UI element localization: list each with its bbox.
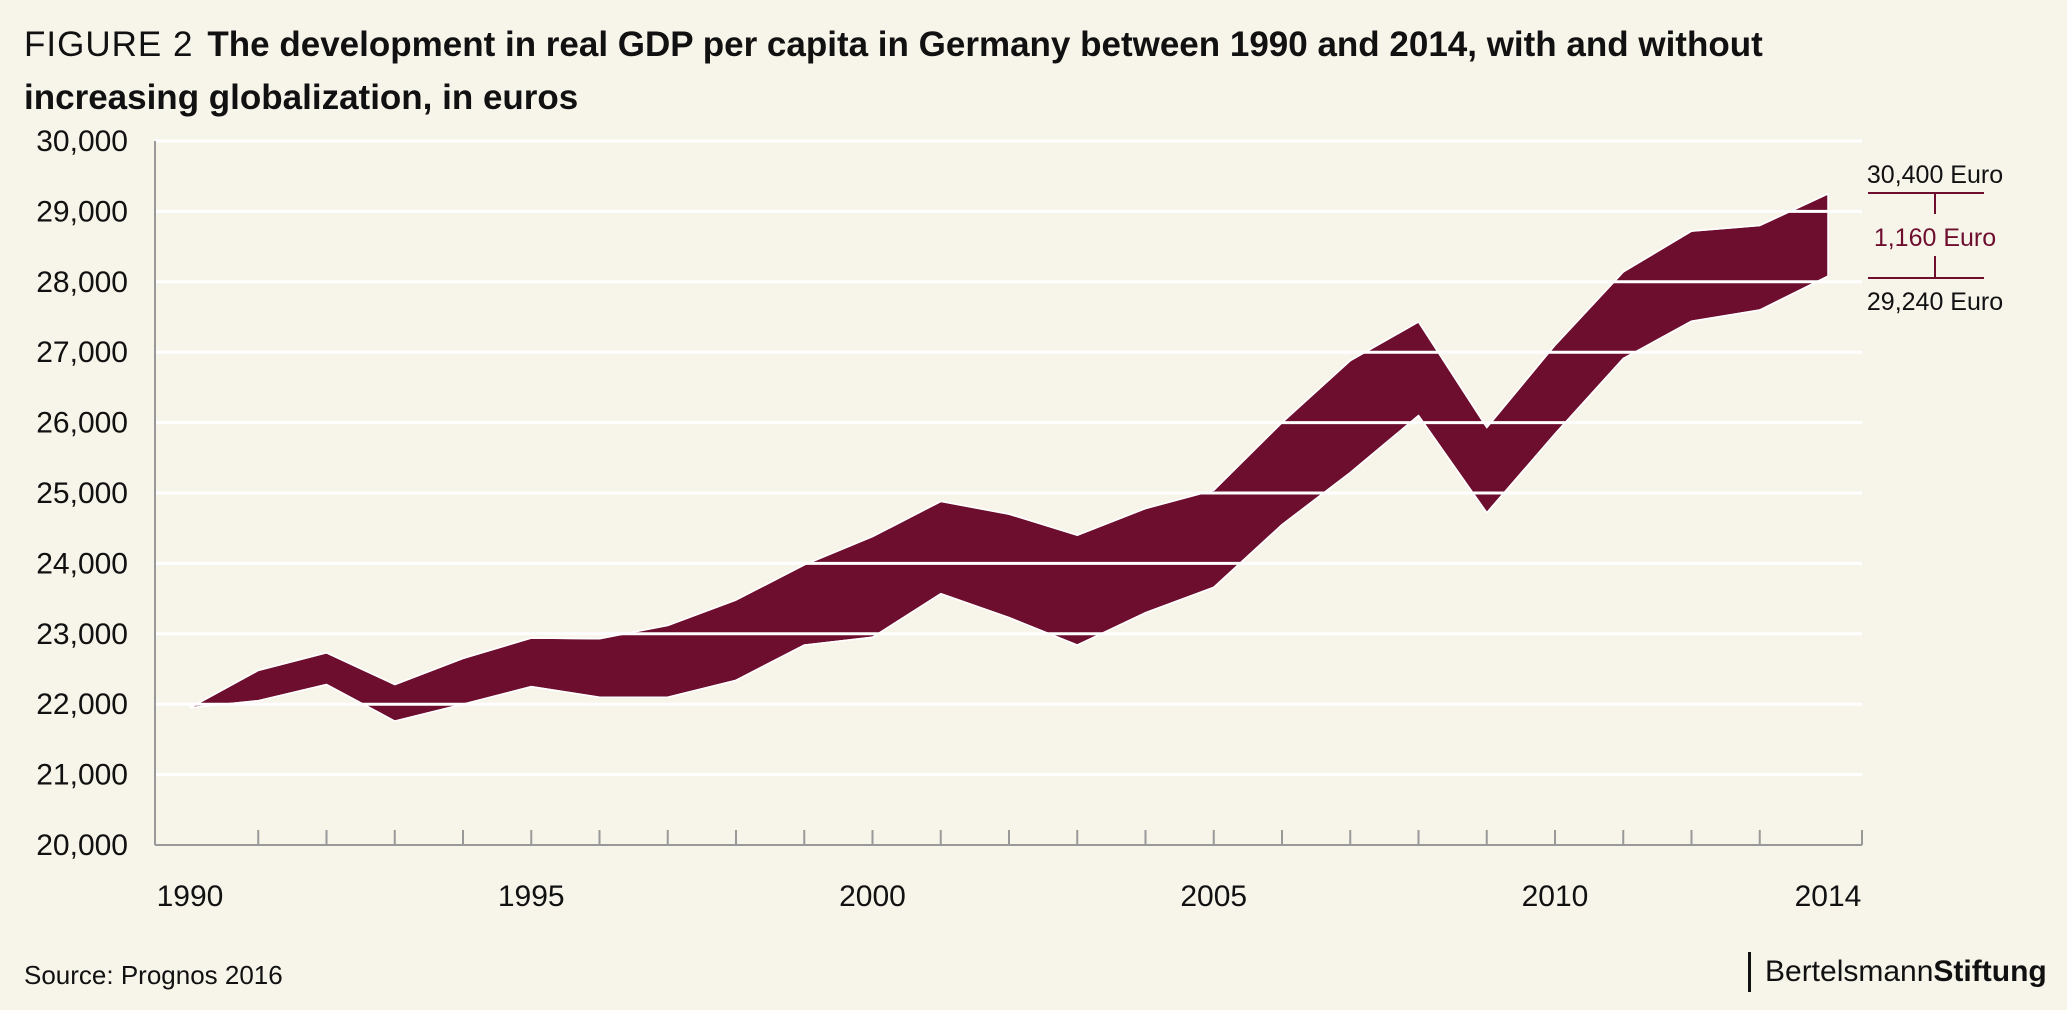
y-tick-label: 25,000 bbox=[36, 477, 128, 510]
title-text: The development in real GDP per capita i… bbox=[24, 25, 1763, 117]
y-tick-label: 21,000 bbox=[36, 759, 128, 792]
y-tick-label: 20,000 bbox=[36, 829, 128, 862]
axes: 20,000 21,000 22,000 23,000 24,000 25,000 26,0… bbox=[36, 125, 1863, 913]
y-tick-label: 24,000 bbox=[36, 547, 128, 580]
source-note: Source: Prognos 2016 bbox=[24, 960, 283, 990]
y-tick-label: 23,000 bbox=[36, 618, 128, 651]
annotations: 30,400 Euro 1,160 Euro 29,240 Euro bbox=[1867, 161, 2003, 316]
annotation-difference: 1,160 Euro bbox=[1874, 224, 1996, 252]
x-tick-label: 2005 bbox=[1180, 880, 1247, 913]
x-tick-label: 2000 bbox=[839, 880, 906, 913]
chart-title: FIGURE 2 The development in real GDP per … bbox=[24, 18, 1924, 124]
y-tick-label: 27,000 bbox=[36, 336, 128, 369]
annotation-upper: 30,400 Euro bbox=[1867, 161, 2003, 189]
x-tick-label: 1990 bbox=[157, 880, 224, 913]
y-tick-label: 30,000 bbox=[36, 125, 128, 158]
y-tick-label: 26,000 bbox=[36, 407, 128, 440]
y-tick-label: 22,000 bbox=[36, 688, 128, 721]
figure-label: FIGURE 2 bbox=[24, 25, 194, 64]
series-with-globalization-line bbox=[189, 193, 1829, 709]
brand-part1: Bertelsmann bbox=[1765, 955, 1934, 988]
brand-part2: Stiftung bbox=[1933, 955, 2047, 988]
brand-logo: BertelsmannStiftung bbox=[1748, 952, 2047, 992]
annotation-lower: 29,240 Euro bbox=[1867, 288, 2003, 316]
gdp-range-area bbox=[189, 193, 1829, 722]
x-tick-label: 2014 bbox=[1795, 880, 1862, 913]
y-tick-label: 28,000 bbox=[36, 266, 128, 299]
y-tick-label: 29,000 bbox=[36, 195, 128, 228]
x-tick-label: 2010 bbox=[1522, 880, 1589, 913]
area-layer bbox=[189, 193, 1829, 722]
x-tick-label: 1995 bbox=[498, 880, 565, 913]
